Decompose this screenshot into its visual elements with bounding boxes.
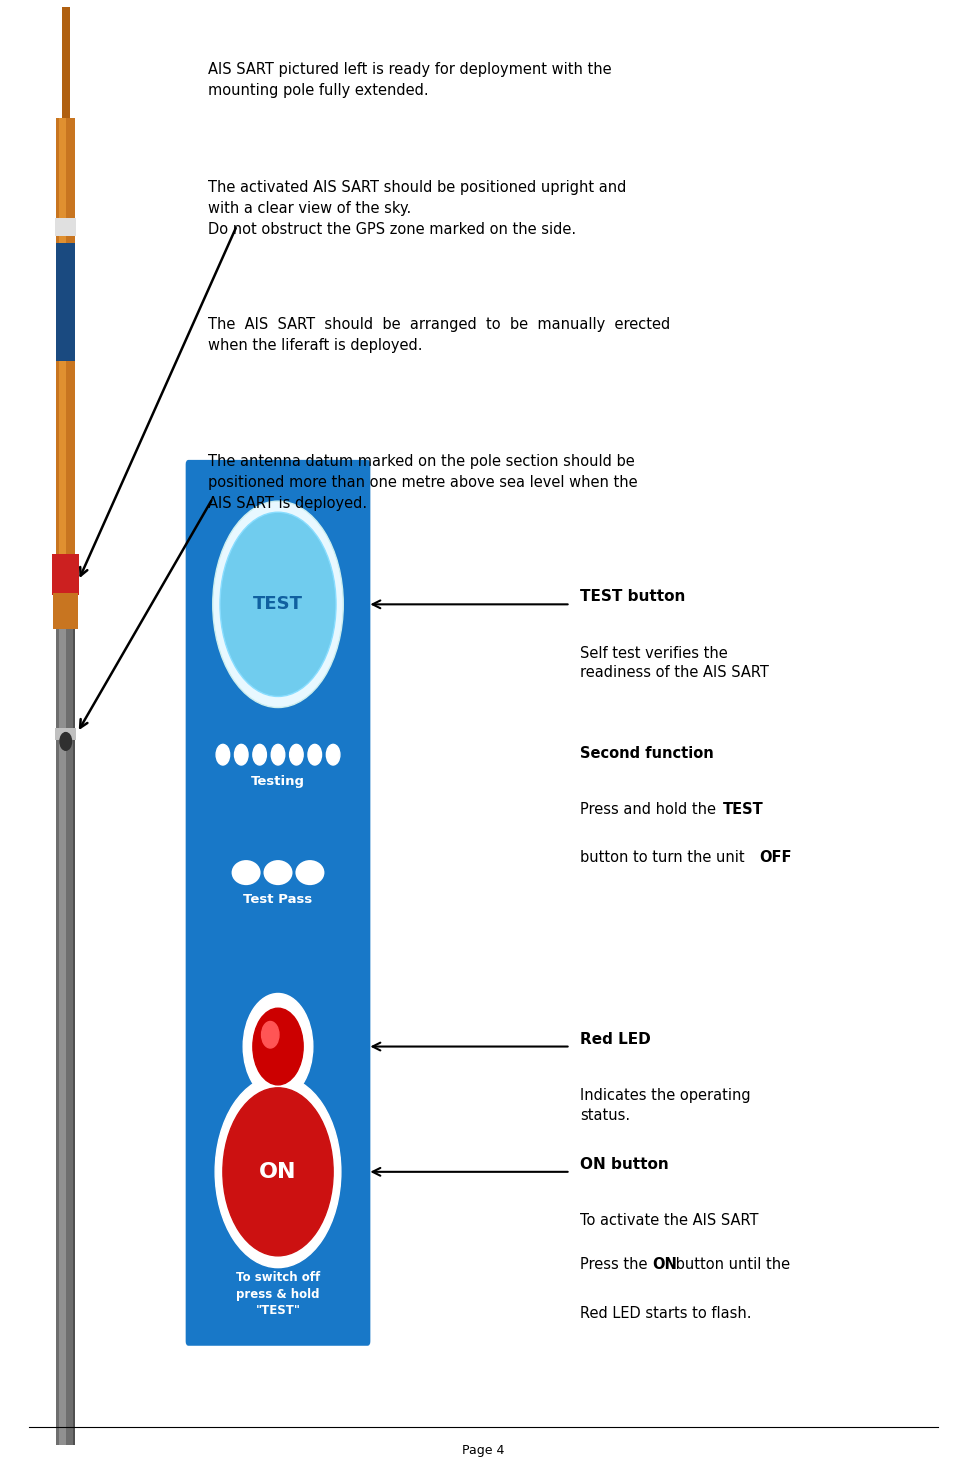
Text: button to turn the unit: button to turn the unit	[580, 850, 749, 865]
Bar	[59, 118, 67, 560]
Text: Indicates the operating
status.: Indicates the operating status.	[580, 1088, 750, 1123]
Text: Red LED starts to flash.: Red LED starts to flash.	[580, 1306, 751, 1321]
Ellipse shape	[294, 1201, 321, 1231]
Circle shape	[261, 1021, 278, 1048]
Circle shape	[271, 744, 284, 765]
Ellipse shape	[264, 1195, 292, 1237]
Text: The antenna datum marked on the pole section should be
positioned more than one : The antenna datum marked on the pole sec…	[208, 454, 637, 511]
Bar	[52, 554, 79, 595]
Text: Test Pass: Test Pass	[244, 893, 312, 905]
Text: Testing: Testing	[251, 775, 305, 787]
Ellipse shape	[263, 861, 292, 884]
Bar	[73, 619, 75, 1445]
Circle shape	[215, 1076, 340, 1268]
Text: To activate the AIS SART: To activate the AIS SART	[580, 1213, 759, 1228]
Circle shape	[243, 993, 312, 1100]
Circle shape	[252, 744, 266, 765]
Text: TEST: TEST	[253, 595, 303, 613]
Text: ON: ON	[259, 1162, 297, 1182]
Circle shape	[290, 744, 304, 765]
Text: TEST button: TEST button	[580, 590, 686, 604]
Bar	[55, 728, 76, 740]
Text: button until the: button until the	[671, 1257, 790, 1272]
Bar	[59, 619, 67, 1445]
Text: AIS SART pictured left is ready for deployment with the
mounting pole fully exte: AIS SART pictured left is ready for depl…	[208, 62, 611, 97]
Text: ON: ON	[652, 1257, 677, 1272]
Ellipse shape	[220, 513, 336, 697]
Text: The  AIS  SART  should  be  arranged  to  be  manually  erected
when the liferaf: The AIS SART should be arranged to be ma…	[208, 317, 670, 352]
Circle shape	[222, 1088, 333, 1256]
Ellipse shape	[231, 861, 260, 884]
Ellipse shape	[213, 501, 343, 708]
Text: Active: Active	[254, 1141, 302, 1153]
Bar	[55, 218, 76, 236]
Text: Press the: Press the	[580, 1257, 653, 1272]
Circle shape	[234, 744, 248, 765]
Text: Page 4: Page 4	[462, 1445, 505, 1456]
Bar	[56, 619, 75, 1445]
Ellipse shape	[235, 1201, 262, 1231]
Bar	[56, 243, 75, 361]
Circle shape	[326, 744, 340, 765]
Circle shape	[243, 1110, 258, 1134]
Text: Self test verifies the
readiness of the AIS SART: Self test verifies the readiness of the …	[580, 646, 769, 681]
Circle shape	[308, 744, 321, 765]
Text: ON button: ON button	[580, 1157, 669, 1172]
Text: The activated AIS SART should be positioned upright and
with a clear view of the: The activated AIS SART should be positio…	[208, 180, 627, 237]
Text: Press and hold the: Press and hold the	[580, 802, 720, 817]
Bar	[62, 7, 70, 118]
Text: To switch off
press & hold
"TEST": To switch off press & hold "TEST"	[236, 1271, 320, 1318]
Text: Second function: Second function	[580, 746, 714, 761]
Text: GPS Good: GPS Good	[241, 1235, 315, 1247]
Bar	[53, 593, 78, 629]
Text: OFF: OFF	[759, 850, 792, 865]
Circle shape	[298, 1110, 312, 1134]
Text: TEST: TEST	[723, 802, 764, 817]
Bar	[56, 118, 75, 560]
Ellipse shape	[296, 861, 325, 884]
FancyBboxPatch shape	[186, 460, 370, 1346]
Circle shape	[216, 744, 230, 765]
Circle shape	[252, 1008, 303, 1085]
Circle shape	[270, 1110, 285, 1134]
Circle shape	[60, 733, 72, 750]
Text: Red LED: Red LED	[580, 1032, 651, 1047]
